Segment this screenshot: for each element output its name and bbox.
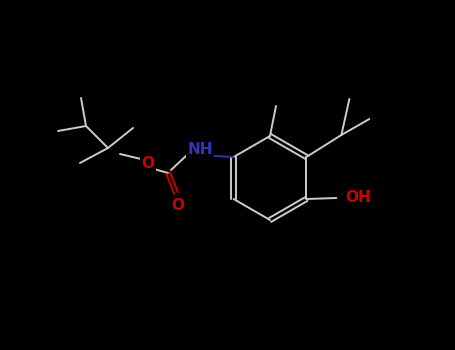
- Text: NH: NH: [187, 142, 213, 158]
- Text: OH: OH: [345, 189, 371, 204]
- Text: O: O: [172, 197, 184, 212]
- Text: O: O: [142, 155, 155, 170]
